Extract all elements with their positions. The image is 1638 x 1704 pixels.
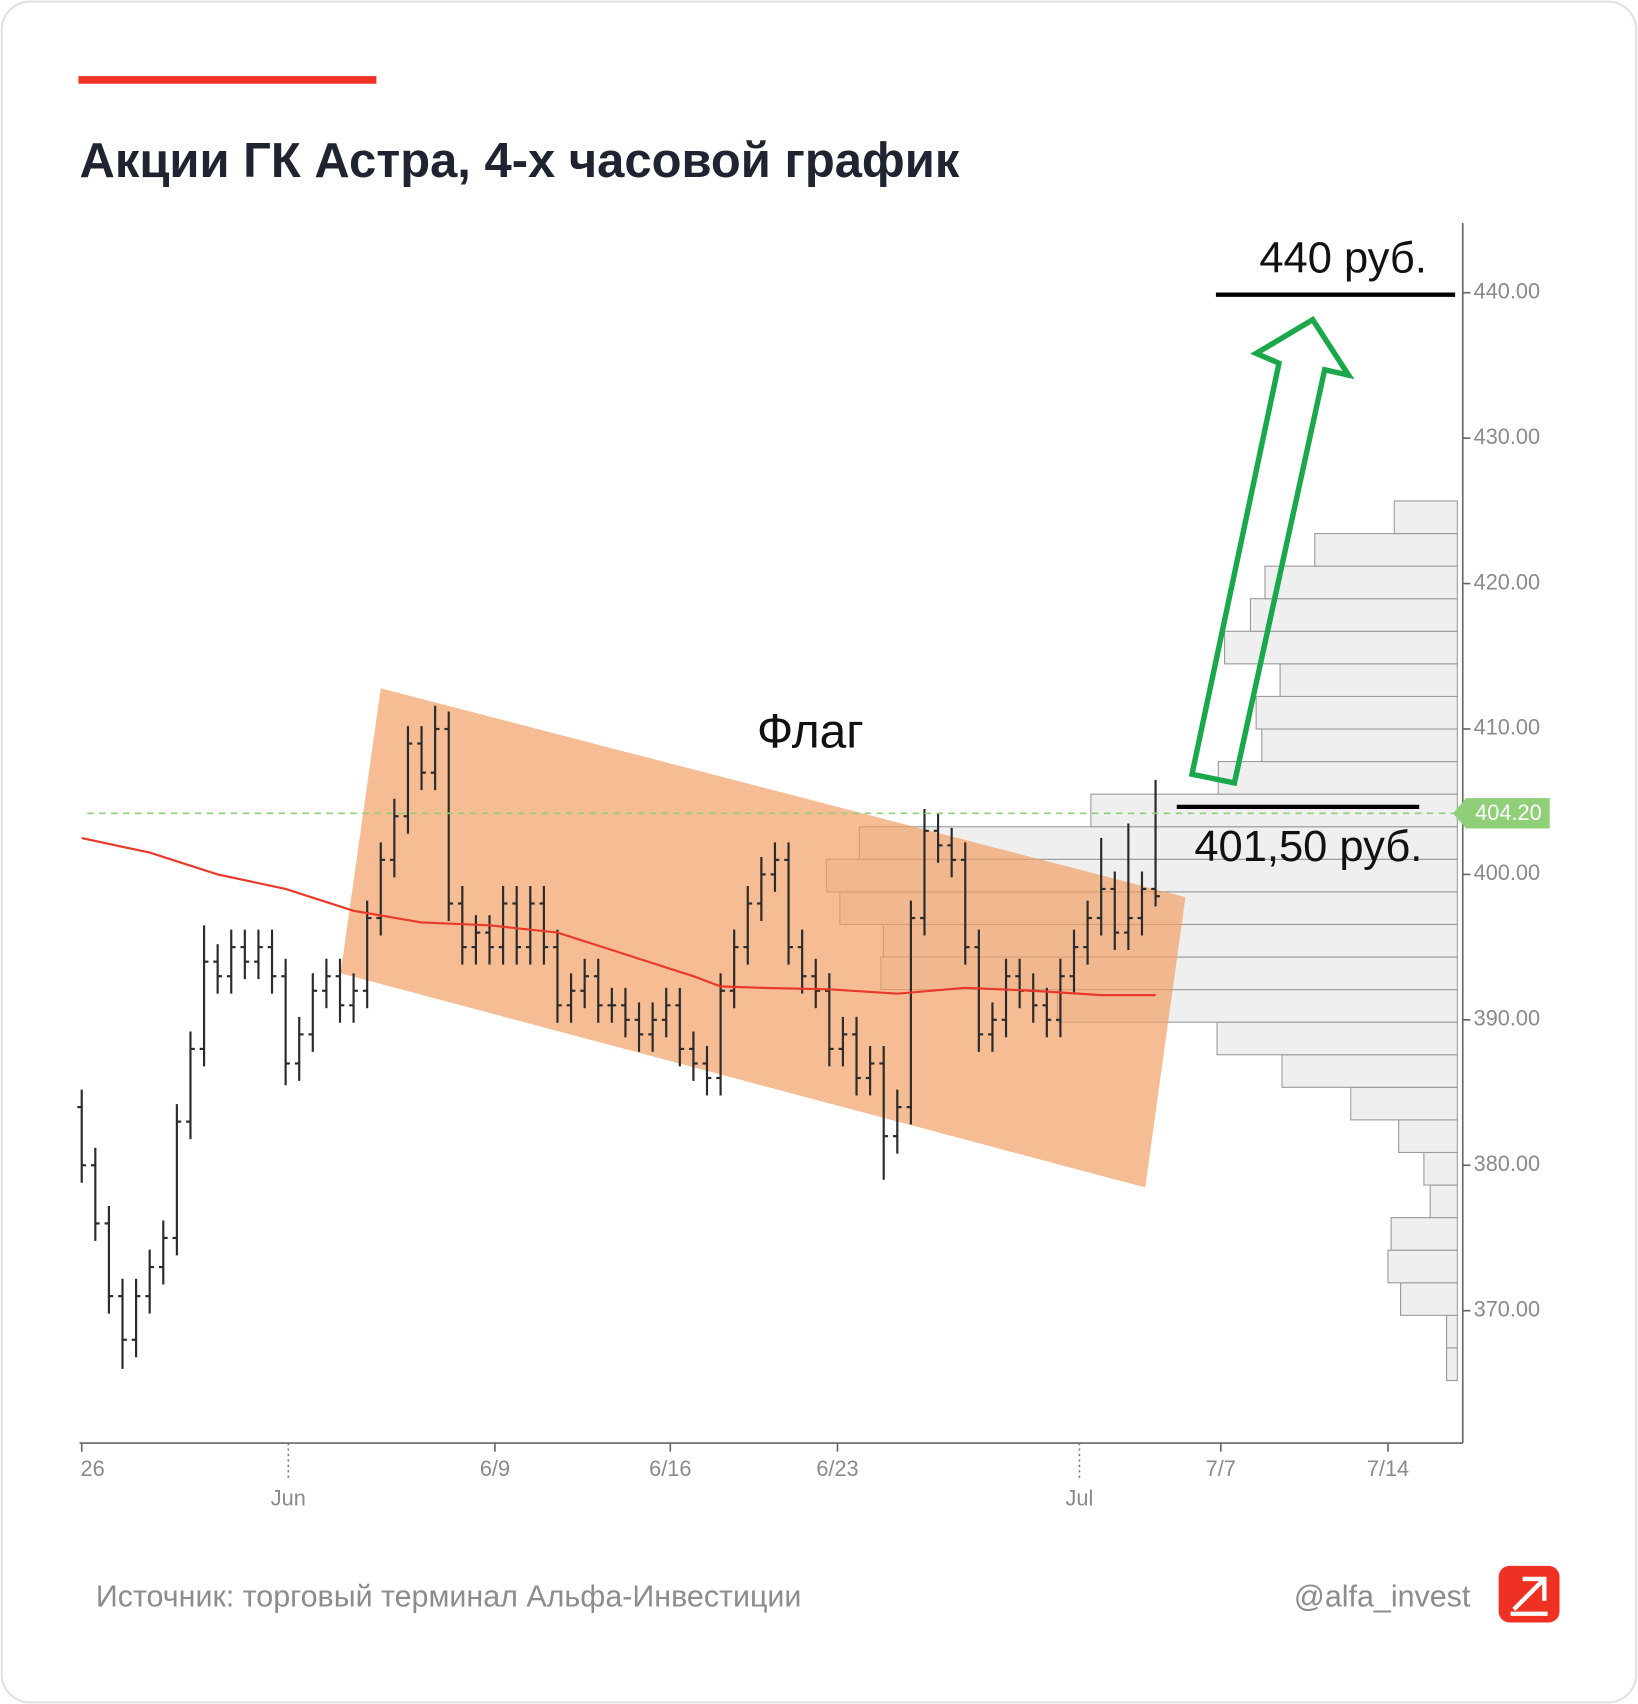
flag-annotation: Флаг (757, 706, 864, 759)
profile-bar (1350, 1086, 1458, 1121)
profile-bar (1398, 1119, 1458, 1154)
accent-bar (78, 76, 377, 84)
profile-bar (1390, 1217, 1458, 1251)
profile-bar (1429, 1184, 1458, 1219)
profile-bar (1281, 1054, 1458, 1088)
profile-bar (1255, 695, 1458, 730)
moving-average (81, 836, 1156, 997)
x-tick-label: 6/23 (816, 1456, 858, 1481)
overlays: 404.20 (81, 798, 1550, 997)
profile-bar (1279, 663, 1458, 697)
y-tick-label: 400.00 (1474, 860, 1540, 885)
source: Источник: торговый терминал Альфа-Инвест… (96, 1580, 802, 1614)
x-tick-label: 6/16 (649, 1456, 691, 1481)
y-tick-label: 420.00 (1474, 569, 1540, 594)
last-price-tag (1452, 798, 1550, 829)
profile-bar (1393, 500, 1458, 535)
x-tick-label: 7/14 (1367, 1456, 1409, 1481)
profile-bar (1090, 793, 1458, 828)
profile-bar (1261, 728, 1458, 763)
x-tick-label: 6/9 (480, 1456, 510, 1481)
y-tick-label: 440.00 (1474, 278, 1540, 303)
profile-bar (1216, 1021, 1458, 1056)
x-tick-label: 26 (81, 1456, 105, 1481)
profile-bar (1446, 1314, 1458, 1349)
profile-bar (1264, 565, 1458, 600)
target-annotation: 440 руб. (1259, 234, 1427, 282)
y-tick-label: 430.00 (1474, 424, 1540, 449)
x-tick-label: 7/7 (1206, 1456, 1236, 1481)
profile-bar (1387, 1249, 1458, 1284)
profile-bar (1314, 533, 1458, 567)
axes: 370.00 380.00 390.00 400.00 410.00 420.00 430.… (79, 222, 1540, 1510)
target-arrow (1188, 316, 1355, 787)
last-price-label: 404.20 (1475, 800, 1541, 825)
y-tick-label: 390.00 (1474, 1006, 1540, 1031)
y-tick-label: 380.00 (1474, 1151, 1540, 1176)
profile-bar (1217, 761, 1458, 795)
y-tick-label: 370.00 (1474, 1296, 1540, 1321)
profile-bar (1446, 1347, 1458, 1382)
logo-arrow (1510, 1576, 1548, 1616)
profile-bar (1423, 1151, 1458, 1186)
handle[interactable]: @alfa_invest (1294, 1580, 1471, 1614)
logo[interactable] (1498, 1565, 1560, 1623)
level-annotation: 401,50 руб. (1194, 823, 1422, 871)
flag-channel (340, 688, 1186, 1188)
month-tick-label: Jun (271, 1485, 306, 1510)
profile-bar (1249, 598, 1458, 632)
profile-bar (1400, 1282, 1458, 1316)
month-tick-label: Jul (1066, 1485, 1094, 1510)
ohlc-bars (77, 705, 1160, 1369)
y-tick-label: 410.00 (1474, 715, 1540, 740)
chart-title: Акции ГК Астра, 4-х часовой график (80, 134, 960, 188)
